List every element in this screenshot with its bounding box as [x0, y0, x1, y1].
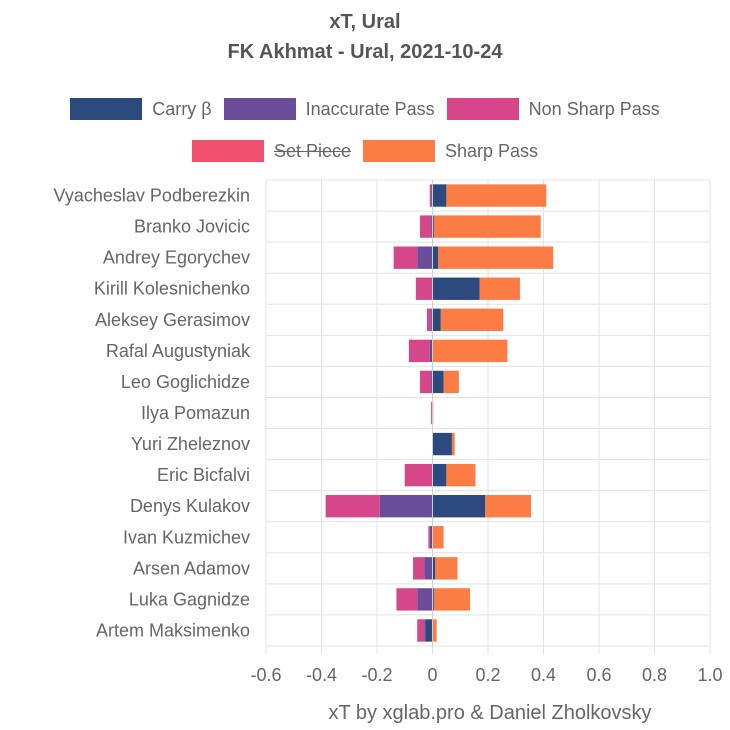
bar-segment	[431, 370, 433, 394]
bar-segment	[429, 526, 432, 549]
chart-subtitle: FK Akhmat - Ural, 2021-10-24	[227, 41, 503, 63]
x-tick-label: 1.0	[697, 665, 722, 685]
legend-label: Inaccurate Pass	[305, 98, 435, 119]
bar-segment	[431, 401, 433, 425]
legend-item[interactable]: Set Piece	[191, 140, 351, 162]
bar-segment	[393, 246, 418, 269]
legend-item[interactable]: Sharp Pass	[362, 140, 539, 162]
bar-segment	[325, 495, 380, 518]
y-category-label: Ilya Pomazun	[141, 403, 250, 423]
x-tick-label: -0.6	[250, 665, 281, 685]
bar-segment	[379, 495, 433, 518]
bar-segment	[425, 619, 433, 642]
legend-swatch	[223, 98, 296, 120]
legend-label: Sharp Pass	[444, 140, 539, 161]
bar-segment	[432, 370, 444, 394]
legend-item[interactable]: Inaccurate Pass	[223, 98, 435, 120]
bar-segment	[413, 557, 425, 580]
y-category-label: Kirill Kolesnichenko	[94, 279, 250, 299]
bar-segment	[417, 619, 425, 642]
bar-segment	[408, 339, 430, 363]
x-tick-label: 0.8	[642, 665, 667, 685]
bar-segment	[432, 432, 452, 456]
legend-label: Carry β	[152, 98, 212, 119]
footer-credit: xT by xglab.pro & Daniel Zholkovsky	[328, 702, 652, 724]
bar-segment	[432, 215, 434, 238]
bar-segment	[446, 463, 476, 487]
bar-segment	[415, 277, 433, 300]
legend-item[interactable]: Carry β	[70, 98, 212, 120]
bar-segment	[432, 339, 508, 363]
y-category-label: Leo Goglichidze	[121, 372, 250, 392]
bar-segment	[485, 495, 532, 518]
legend-label: Non Sharp Pass	[528, 98, 660, 119]
legend-item[interactable]: Non Sharp Pass	[446, 98, 660, 120]
legend-swatch	[362, 140, 435, 162]
bar-segment	[431, 339, 433, 363]
legend-swatch	[191, 140, 264, 162]
bar-segment	[396, 588, 418, 611]
bar-segment	[435, 557, 458, 580]
x-tick-label: -0.2	[361, 665, 392, 685]
bar-segment	[451, 432, 455, 456]
x-tick-label: -0.4	[306, 665, 337, 685]
y-category-label: Vyacheslav Podberezkin	[54, 186, 250, 206]
bar-segment	[424, 619, 426, 642]
bar-segment	[479, 277, 520, 300]
x-tick-label: 0.4	[531, 665, 556, 685]
bar-segment	[433, 588, 470, 611]
y-category-label: Andrey Egorychev	[103, 248, 250, 268]
y-category-label: Artem Maksimenko	[96, 620, 250, 640]
y-category-label: Denys Kulakov	[130, 496, 250, 516]
y-category-label: Yuri Zheleznov	[131, 434, 250, 454]
bar-segment	[431, 526, 433, 549]
y-category-label: Eric Bicfalvi	[157, 465, 250, 485]
bar-segment	[429, 339, 432, 363]
bar-segment	[438, 246, 554, 269]
x-tick-label: 0	[427, 665, 437, 685]
bar-segment	[440, 308, 504, 331]
bar-segment	[432, 495, 486, 518]
bar-segment	[432, 619, 437, 642]
y-category-label: Branko Jovicic	[134, 217, 250, 237]
bar-segment	[446, 184, 547, 207]
legend-row-1: Carry β Inaccurate Pass Non Sharp Pass	[0, 98, 730, 120]
bar-segment	[417, 246, 433, 269]
bar-segment	[420, 215, 432, 238]
bar-segment	[443, 370, 459, 394]
bar-segment	[431, 184, 433, 207]
bar-segment	[432, 526, 444, 549]
bar-segment	[432, 308, 441, 331]
bar-segment	[432, 557, 436, 580]
legend-label: Set Piece	[273, 140, 351, 161]
bar-segment	[426, 308, 432, 331]
bar-segment	[432, 463, 447, 487]
bar-segment	[428, 526, 430, 549]
y-category-label: Luka Gagnidze	[129, 589, 250, 609]
y-category-label: Ivan Kuzmichev	[123, 527, 250, 547]
bar-segment	[424, 557, 433, 580]
bar-segment	[432, 277, 480, 300]
bar-segment	[433, 215, 541, 238]
bar-segment	[431, 215, 433, 238]
y-category-label: Aleksey Gerasimov	[95, 310, 250, 330]
y-category-label: Arsen Adamov	[133, 558, 250, 578]
bar-segment	[429, 184, 432, 207]
bar-segment	[404, 463, 433, 487]
bar-segment	[417, 588, 433, 611]
x-tick-label: 0.2	[475, 665, 500, 685]
bar-segment	[432, 588, 434, 611]
x-tick-label: 0.6	[586, 665, 611, 685]
bar-segment	[432, 184, 447, 207]
bar-segment	[431, 308, 433, 331]
chart-title: xT, Ural	[329, 11, 401, 33]
bar-segment	[432, 246, 439, 269]
legend-swatch	[70, 98, 143, 120]
bar-segment	[420, 370, 432, 394]
legend-row-2: Set Piece Sharp Pass	[0, 140, 730, 162]
legend-swatch	[446, 98, 519, 120]
y-category-label: Rafal Augustyniak	[106, 341, 251, 361]
